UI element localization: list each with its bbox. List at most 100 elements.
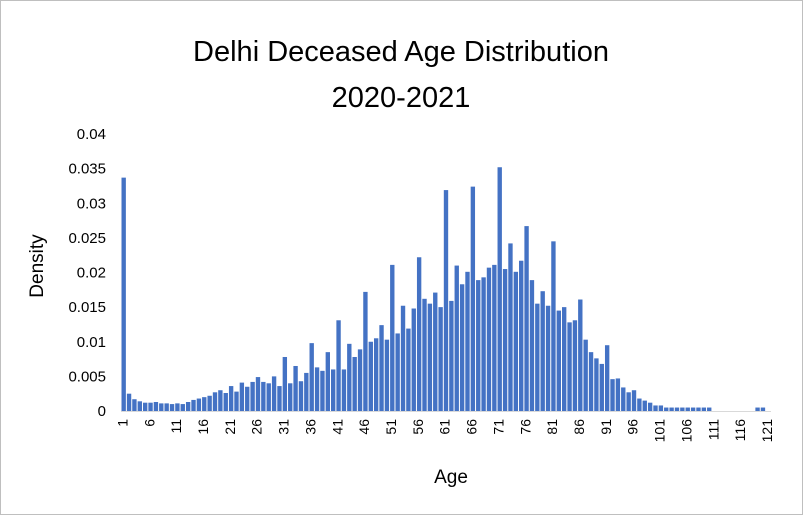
chart-title-line-2: 2020-2021 xyxy=(332,82,471,114)
bar-age-5 xyxy=(142,402,148,411)
bar-age-100 xyxy=(653,405,658,411)
bar-age-71 xyxy=(497,167,502,411)
bar-age-56 xyxy=(416,257,422,411)
bar-age-120 xyxy=(760,407,766,411)
x-tick-label: 81 xyxy=(544,419,560,435)
bar-age-79 xyxy=(540,291,545,411)
bar-age-64 xyxy=(459,284,465,411)
x-tick-label: 36 xyxy=(302,419,318,435)
x-tick-label: 46 xyxy=(356,419,372,435)
y-tick-label: 0.01 xyxy=(77,334,106,351)
bar-age-57 xyxy=(422,298,427,411)
bar-age-3 xyxy=(132,399,137,411)
bar-age-104 xyxy=(674,407,680,411)
y-tick-label: 0.005 xyxy=(68,368,106,385)
bar-age-55 xyxy=(411,308,416,411)
bar-age-80 xyxy=(545,305,551,411)
bar-age-110 xyxy=(707,407,712,411)
x-tick-label: 106 xyxy=(678,419,694,443)
x-tick-label: 66 xyxy=(464,419,480,435)
y-tick-label: 0.035 xyxy=(68,161,106,178)
bar-age-35 xyxy=(304,372,309,411)
bar-age-109 xyxy=(701,407,707,411)
bar-age-89 xyxy=(594,358,599,411)
bar-age-108 xyxy=(696,407,701,411)
bar-age-50 xyxy=(384,339,390,411)
bar-age-52 xyxy=(395,333,400,411)
x-axis-label: Age xyxy=(434,467,468,488)
chart-title-line-1: Delhi Deceased Age Distribution xyxy=(193,36,609,68)
bar-age-46 xyxy=(363,291,368,411)
bar-age-85 xyxy=(572,320,578,411)
bar-age-16 xyxy=(202,397,207,411)
bar-age-83 xyxy=(562,307,567,412)
bar-age-27 xyxy=(261,381,266,411)
y-tick-label: 0.03 xyxy=(77,195,106,212)
bar-age-51 xyxy=(390,264,395,411)
y-axis-label: Density xyxy=(27,234,48,298)
bars xyxy=(121,167,766,412)
x-axis-ticks: 1 6 11 16 21 26 31 36 41 46 51 56 61 66 71 76 81 86 91 96 10… xyxy=(114,419,775,443)
bar-age-94 xyxy=(621,387,626,411)
bar-age-29 xyxy=(271,376,277,412)
bar-age-39 xyxy=(325,352,330,411)
bar-age-78 xyxy=(535,303,540,411)
bar-age-8 xyxy=(159,403,164,411)
bar-age-73 xyxy=(508,243,513,411)
y-tick-label: 0 xyxy=(98,403,106,420)
bar-age-75 xyxy=(519,260,524,411)
bar-age-72 xyxy=(502,269,508,411)
bar-age-58 xyxy=(427,303,433,411)
bar-age-43 xyxy=(347,343,352,411)
bar-age-10 xyxy=(169,404,175,411)
bar-age-41 xyxy=(336,320,341,411)
bar-age-62 xyxy=(449,300,454,411)
bar-age-25 xyxy=(250,381,255,411)
bar-age-33 xyxy=(293,365,298,411)
bar-age-22 xyxy=(234,391,239,411)
bar-age-91 xyxy=(604,345,610,411)
bar-age-4 xyxy=(137,401,142,411)
bar-age-42 xyxy=(341,369,347,411)
bar-age-14 xyxy=(191,399,196,411)
x-tick-label: 16 xyxy=(195,419,211,435)
bar-age-86 xyxy=(578,299,583,411)
x-tick-label: 96 xyxy=(625,419,641,435)
bar-age-66 xyxy=(470,186,476,411)
bar-age-102 xyxy=(664,407,669,411)
bar-age-70 xyxy=(492,264,497,411)
y-axis-ticks: 0 0.005 0.01 0.015 0.02 0.025 0.03 0.035 0.04 xyxy=(68,126,106,420)
x-tick-label: 101 xyxy=(652,419,668,443)
x-tick-label: 56 xyxy=(410,419,426,435)
x-tick-label: 111 xyxy=(705,419,721,440)
bar-age-6 xyxy=(148,402,153,411)
bar-age-76 xyxy=(524,226,529,411)
y-tick-label: 0.025 xyxy=(68,230,106,247)
x-tick-label: 26 xyxy=(249,419,265,435)
bar-age-88 xyxy=(588,352,594,411)
bar-age-74 xyxy=(513,271,519,411)
bar-age-93 xyxy=(615,378,621,411)
bar-age-49 xyxy=(379,325,384,411)
bar-age-47 xyxy=(368,341,373,411)
bar-age-63 xyxy=(454,265,459,411)
bar-age-11 xyxy=(175,403,180,411)
x-tick-label: 71 xyxy=(490,419,506,435)
bar-age-9 xyxy=(164,403,169,411)
bar-age-7 xyxy=(153,402,159,411)
bar-age-31 xyxy=(282,356,288,411)
x-tick-label: 21 xyxy=(222,419,238,435)
x-tick-label: 1 xyxy=(114,419,130,427)
y-tick-label: 0.04 xyxy=(77,126,106,143)
y-tick-label: 0.015 xyxy=(68,299,106,316)
bar-age-69 xyxy=(486,267,492,411)
x-tick-label: 76 xyxy=(517,419,533,435)
bar-age-61 xyxy=(443,190,449,411)
bar-age-84 xyxy=(567,322,572,411)
bar-age-23 xyxy=(239,382,245,411)
x-tick-label: 61 xyxy=(437,419,453,435)
bar-age-2 xyxy=(126,393,132,411)
bar-age-106 xyxy=(685,407,690,411)
bar-age-18 xyxy=(212,392,218,411)
